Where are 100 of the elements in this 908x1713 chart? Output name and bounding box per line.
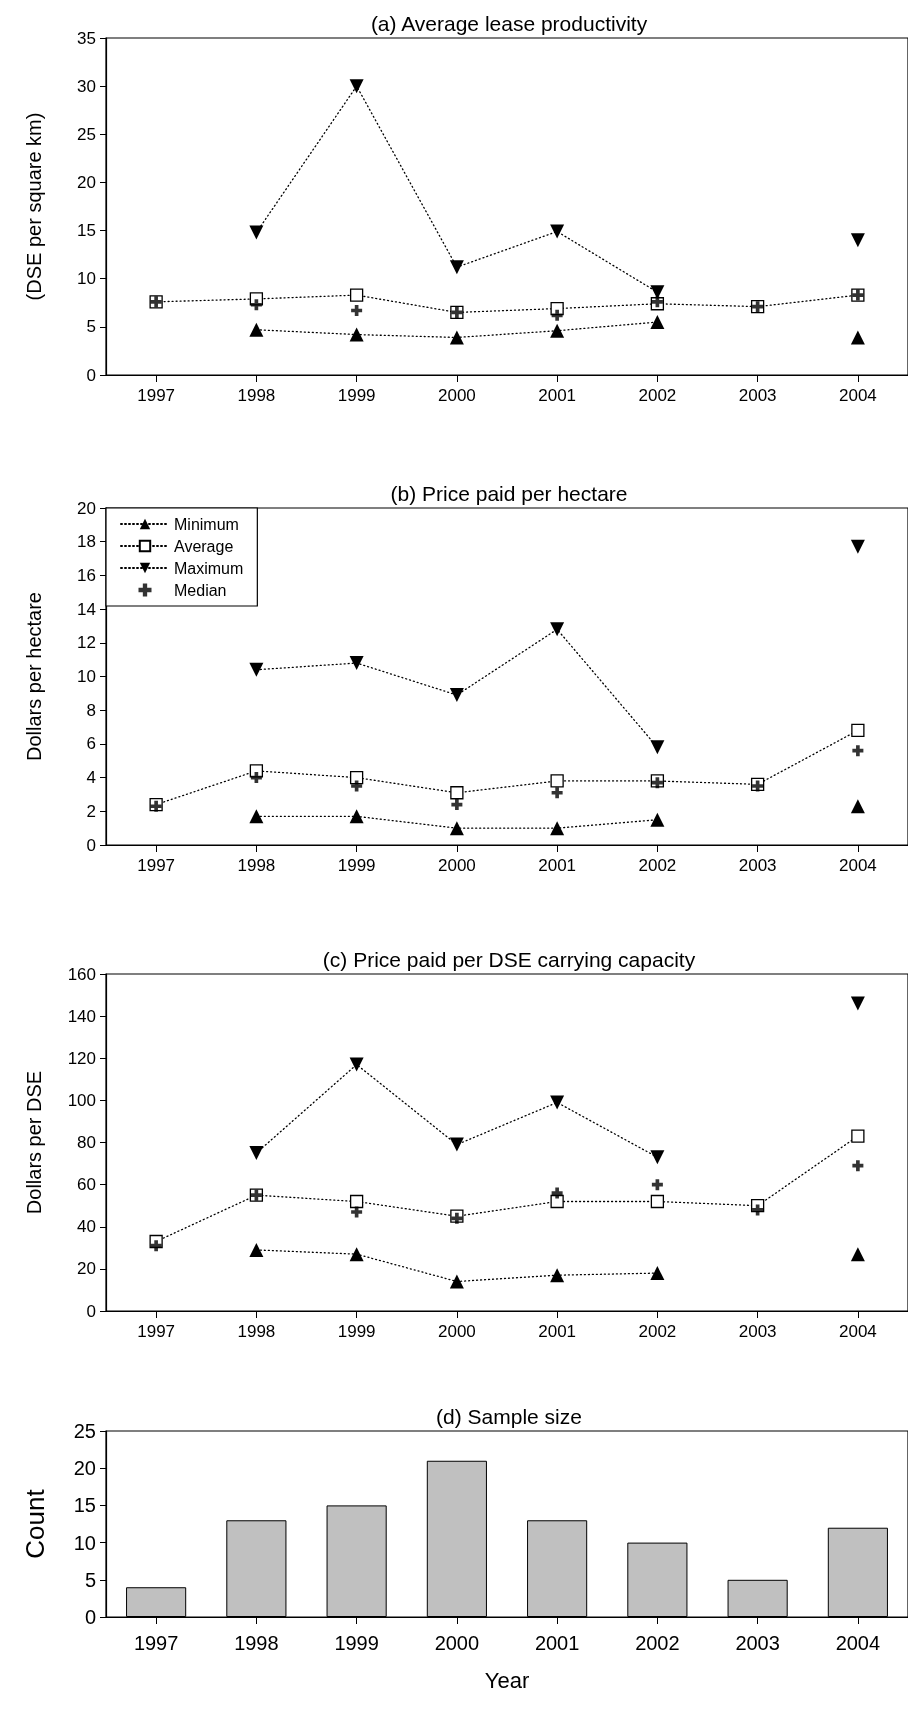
x-tick-label: 1997 bbox=[137, 1322, 176, 1341]
y-tick-label: 0 bbox=[86, 365, 96, 385]
point bbox=[550, 1268, 565, 1283]
point bbox=[550, 1095, 565, 1110]
x-tick-label: 2002 bbox=[638, 1322, 677, 1341]
point bbox=[249, 1242, 264, 1257]
legend-label: Median bbox=[174, 581, 227, 599]
point bbox=[650, 1150, 665, 1165]
point bbox=[850, 539, 865, 554]
x-tick-label: 1997 bbox=[137, 386, 176, 405]
x-tick-label: 2000 bbox=[437, 1322, 476, 1341]
point bbox=[550, 323, 565, 338]
point bbox=[650, 315, 665, 330]
y-tick-label: 0 bbox=[84, 1606, 96, 1628]
point bbox=[551, 1187, 563, 1199]
y-tick-label: 40 bbox=[77, 1217, 96, 1237]
x-tick-label: 2001 bbox=[538, 856, 577, 875]
x-tick-label: 1998 bbox=[237, 1322, 276, 1341]
y-tick-label: 6 bbox=[86, 734, 96, 754]
point bbox=[449, 821, 464, 836]
x-tick-label: 2003 bbox=[738, 856, 777, 875]
x-tick-label: 1998 bbox=[234, 1632, 279, 1654]
point bbox=[650, 1194, 665, 1209]
x-tick-label: 2004 bbox=[835, 1632, 881, 1654]
y-tick-label: 12 bbox=[77, 633, 96, 653]
point bbox=[249, 809, 264, 824]
x-tick-label: 2001 bbox=[538, 1322, 577, 1341]
point bbox=[451, 799, 463, 811]
point bbox=[852, 1160, 864, 1172]
y-axis-title: Count bbox=[20, 1488, 50, 1559]
y-tick-label: 20 bbox=[73, 1457, 96, 1480]
y-tick-label: 120 bbox=[67, 1048, 96, 1068]
point bbox=[550, 622, 565, 637]
x-tick-label: 1997 bbox=[137, 856, 176, 875]
point bbox=[349, 288, 364, 302]
x-tick-label: 2003 bbox=[738, 386, 777, 405]
y-tick-label: 8 bbox=[86, 700, 96, 720]
x-tick-label: 1999 bbox=[337, 386, 376, 405]
point bbox=[450, 786, 464, 800]
point bbox=[550, 774, 564, 788]
point bbox=[650, 1266, 665, 1281]
point bbox=[150, 1240, 162, 1252]
y-tick-label: 15 bbox=[77, 221, 96, 241]
y-tick-label: 5 bbox=[84, 1568, 96, 1591]
y-tick-label: 30 bbox=[77, 76, 96, 96]
point bbox=[349, 809, 364, 824]
x-tick-label: 2004 bbox=[838, 1322, 877, 1341]
point bbox=[351, 780, 363, 792]
y-tick-label: 160 bbox=[67, 964, 96, 984]
point bbox=[349, 770, 364, 785]
y-tick-label: 4 bbox=[86, 768, 96, 788]
point bbox=[850, 996, 865, 1011]
x-tick-label: 2003 bbox=[738, 1322, 777, 1341]
x-tick-label: 1999 bbox=[337, 1322, 376, 1341]
y-tick-label: 18 bbox=[77, 532, 96, 552]
x-tick-label: 2001 bbox=[538, 386, 577, 405]
point bbox=[851, 723, 865, 738]
point bbox=[850, 233, 865, 248]
y-tick-label: 14 bbox=[77, 599, 96, 619]
point bbox=[351, 1206, 363, 1218]
y-tick-label: 0 bbox=[86, 835, 96, 855]
y-tick-label: 15 bbox=[73, 1494, 96, 1517]
x-tick-label: 2002 bbox=[638, 856, 677, 875]
point bbox=[550, 224, 565, 239]
x-tick-label: 2004 bbox=[838, 386, 877, 405]
point bbox=[349, 656, 364, 671]
y-tick-label: 140 bbox=[67, 1006, 96, 1026]
point bbox=[449, 1137, 464, 1152]
point bbox=[850, 1247, 865, 1262]
y-tick-label: 0 bbox=[86, 1301, 96, 1321]
y-tick-label: 25 bbox=[73, 1420, 96, 1442]
x-tick-label: 1999 bbox=[337, 856, 376, 875]
y-axis-title: (DSE per square km) bbox=[23, 112, 45, 301]
x-tick-label: 2000 bbox=[434, 1632, 480, 1654]
point bbox=[449, 1274, 464, 1289]
point bbox=[349, 1057, 364, 1072]
y-tick-label: 5 bbox=[86, 317, 96, 337]
x-axis-title: Year bbox=[484, 1667, 530, 1693]
point bbox=[349, 327, 364, 342]
point bbox=[851, 1129, 865, 1143]
x-tick-label: 2000 bbox=[437, 386, 476, 405]
y-tick-label: 10 bbox=[73, 1531, 96, 1554]
point bbox=[249, 1146, 264, 1161]
legend-label: Maximum bbox=[174, 559, 244, 577]
chart-title: (c) Price paid per DSE carrying capacity bbox=[322, 948, 696, 971]
chart-title: (d) Sample size bbox=[436, 1405, 582, 1428]
x-tick-label: 1998 bbox=[237, 386, 276, 405]
point bbox=[550, 821, 565, 836]
y-tick-label: 20 bbox=[77, 498, 96, 518]
x-tick-label: 2004 bbox=[838, 856, 877, 875]
point bbox=[449, 260, 464, 275]
point bbox=[349, 79, 364, 94]
y-tick-label: 2 bbox=[86, 801, 96, 821]
y-tick-label: 16 bbox=[77, 565, 96, 585]
point bbox=[249, 322, 264, 337]
point bbox=[349, 1247, 364, 1262]
chart-title: (a) Average lease productivity bbox=[370, 12, 648, 35]
y-tick-label: 60 bbox=[77, 1175, 96, 1195]
y-tick-label: 80 bbox=[77, 1133, 96, 1152]
point bbox=[349, 1194, 364, 1209]
